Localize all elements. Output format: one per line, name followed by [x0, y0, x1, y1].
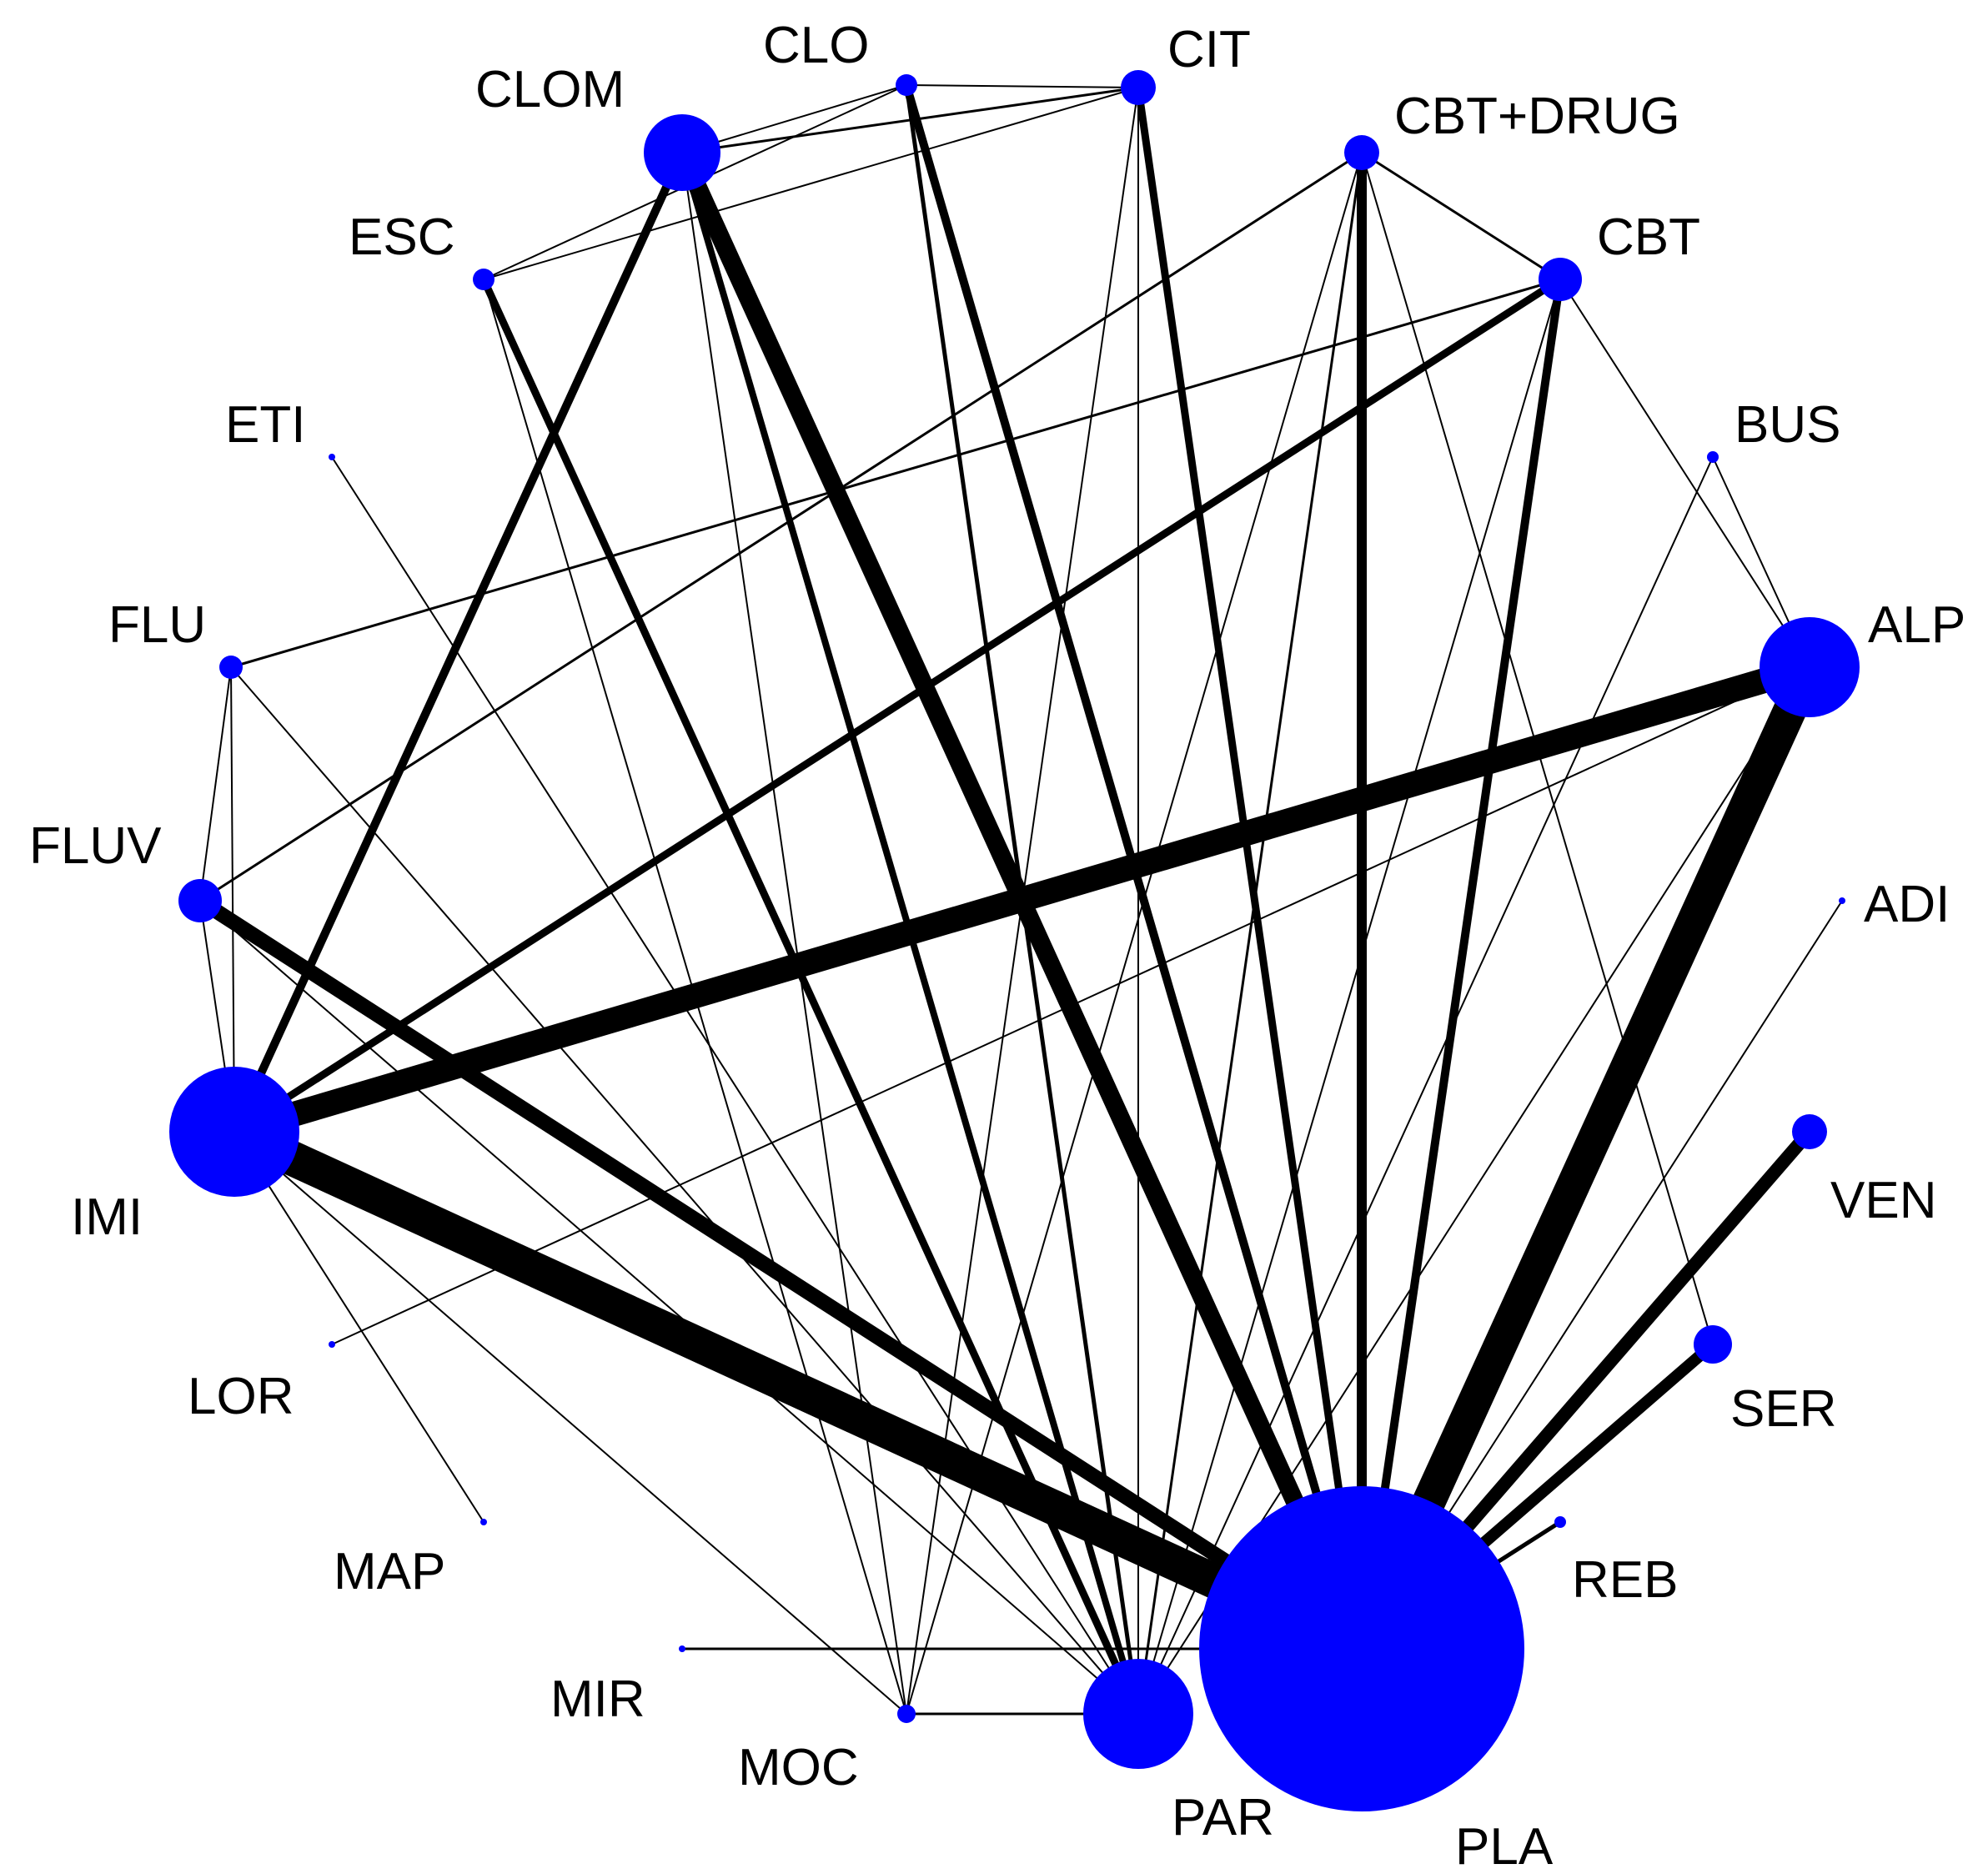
node-esc: [473, 269, 494, 290]
edge-fluv-cbt-drug: [199, 151, 1363, 902]
edge-imi-map: [233, 1131, 484, 1523]
edge-esc-moc: [483, 279, 907, 1715]
node-label-ven: VEN: [1830, 1172, 1936, 1229]
edge-cbt-drug-par: [1137, 152, 1363, 1715]
edge-lor-alp: [331, 666, 1810, 1345]
node-cbt: [1539, 258, 1582, 301]
edge-clom-imi: [233, 152, 684, 1133]
node-label-moc: MOC: [738, 1739, 859, 1796]
node-eti: [329, 454, 335, 460]
node-label-fluv: FLUV: [29, 817, 162, 875]
node-imi: [169, 1067, 299, 1197]
node-map: [480, 1519, 487, 1525]
node-label-map: MAP: [334, 1543, 445, 1600]
node-ser: [1694, 1325, 1732, 1364]
node-label-cbt: CBT: [1597, 209, 1700, 266]
node-label-imi: IMI: [71, 1188, 143, 1246]
node-clom: [644, 114, 720, 191]
edge-cbt-drug-cbt: [1361, 151, 1561, 281]
node-label-esc: ESC: [349, 209, 454, 266]
edge-bus-par: [1137, 456, 1714, 1715]
node-ven: [1792, 1114, 1827, 1149]
node-reb: [1554, 1516, 1566, 1528]
node-pla: [1199, 1486, 1524, 1811]
node-par: [1083, 1659, 1193, 1769]
edge-clom-cit: [681, 86, 1139, 154]
node-mir: [679, 1645, 685, 1652]
nodes-layer: [169, 70, 1860, 1811]
edge-clom-par: [679, 151, 1142, 1716]
edge-flu-fluv: [199, 666, 232, 902]
edges-layer: [196, 83, 1843, 1716]
node-adi: [1839, 897, 1845, 904]
node-cit: [1121, 70, 1156, 105]
node-lor: [329, 1341, 335, 1348]
edge-alp-pla: [1346, 660, 1825, 1656]
node-label-bus: BUS: [1734, 396, 1840, 454]
edge-imi-pla: [227, 1115, 1369, 1665]
edge-clo-cit: [906, 84, 1139, 88]
node-label-eti: ETI: [225, 396, 305, 454]
node-fluv: [178, 879, 222, 922]
edge-eti-par: [331, 456, 1139, 1715]
node-label-reb: REB: [1572, 1551, 1678, 1609]
edge-esc-cit: [483, 87, 1139, 280]
labels-layer: CLO CIT CLOM CBT+DRUG ESC CBT ETI BUS FLU ALP FLUV…: [29, 17, 1965, 1874]
node-moc: [897, 1705, 916, 1723]
edge-cbt-pla: [1358, 279, 1564, 1650]
edge-cbt-drug-moc: [906, 152, 1363, 1715]
node-label-alp: ALP: [1868, 596, 1965, 654]
edge-flu-imi: [230, 666, 235, 1133]
node-label-cit: CIT: [1167, 21, 1251, 78]
node-label-pla: PLA: [1455, 1818, 1554, 1874]
edge-clom-clo: [681, 84, 907, 153]
edge-imi-cbt: [232, 276, 1563, 1135]
node-label-adi: ADI: [1864, 876, 1950, 933]
edge-clom-moc: [681, 152, 907, 1715]
edge-flu-cbt: [230, 278, 1561, 669]
node-alp: [1760, 617, 1860, 717]
node-label-lor: LOR: [188, 1368, 294, 1425]
edge-cit-pla: [1134, 87, 1366, 1650]
node-label-cbt-drug: CBT+DRUG: [1394, 88, 1680, 145]
edge-cbt-drug-ser: [1361, 152, 1714, 1345]
edge-cbt-par: [1137, 279, 1561, 1715]
edge-flu-par: [230, 666, 1139, 1715]
node-label-mir: MIR: [550, 1671, 645, 1728]
node-label-ser: SER: [1730, 1380, 1836, 1438]
edge-imi-moc: [233, 1131, 907, 1715]
node-label-clo: CLO: [763, 17, 869, 74]
edge-esc-par: [479, 278, 1142, 1716]
edge-fluv-par: [199, 900, 1139, 1715]
node-flu: [219, 656, 243, 679]
node-cbt-drug: [1344, 135, 1379, 170]
node-bus: [1707, 451, 1719, 463]
node-label-par: PAR: [1172, 1789, 1274, 1846]
edge-clo-pla: [902, 83, 1366, 1650]
node-label-clom: CLOM: [475, 61, 625, 118]
edge-cbt-alp: [1559, 279, 1810, 668]
node-clo: [896, 74, 917, 96]
node-label-flu: FLU: [108, 596, 206, 654]
edge-cit-moc: [906, 87, 1139, 1715]
